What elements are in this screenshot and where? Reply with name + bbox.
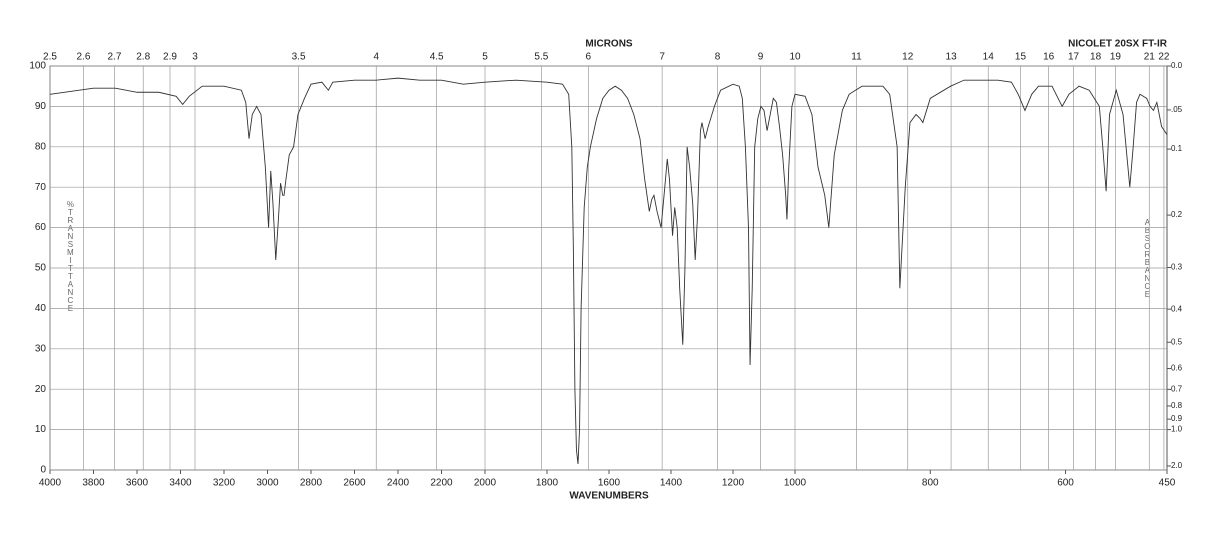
top-tick-label: 3: [192, 52, 198, 63]
x-tick-label: 3400: [169, 478, 192, 489]
y-tick-label: 10: [35, 424, 47, 435]
top-tick-label: 16: [1043, 52, 1055, 63]
y2-tick-label: 0.0: [1171, 61, 1183, 70]
top-tick-label: 18: [1090, 52, 1102, 63]
x-tick-label: 800: [922, 478, 939, 489]
x-axis-title: WAVENUMBERS: [569, 491, 649, 502]
y2-tick-label: 0.2: [1171, 210, 1183, 219]
x-tick-label: 3600: [126, 478, 149, 489]
y2-tick-label: 0.3: [1171, 263, 1183, 272]
top-tick-label: 9: [758, 52, 764, 63]
y-tick-label: 70: [35, 182, 47, 193]
top-tick-label: 10: [789, 52, 801, 63]
top-tick-label: 5.5: [534, 52, 548, 63]
top-tick-label: 4: [373, 52, 379, 63]
top-tick-label: 7: [659, 52, 665, 63]
x-tick-label: 1600: [598, 478, 621, 489]
top-tick-label: 17: [1068, 52, 1080, 63]
y-tick-label: 0: [40, 465, 46, 476]
chart-title: NICOLET 20SX FT-IR: [1068, 39, 1168, 50]
top-tick-label: 13: [946, 52, 958, 63]
y2-tick-label: 0.9: [1171, 414, 1183, 423]
top-tick-label: 4.5: [430, 52, 444, 63]
top-tick-label: 19: [1110, 52, 1122, 63]
y2-tick-label: .05: [1171, 105, 1183, 114]
x-tick-label: 3800: [82, 478, 105, 489]
top-tick-label: 2.5: [43, 52, 57, 63]
top-tick-label: 12: [902, 52, 914, 63]
x-tick-label: 2000: [474, 478, 497, 489]
y2-tick-label: 1.0: [1171, 425, 1183, 434]
x-tick-label: 2400: [387, 478, 410, 489]
spectrum-line: [49, 77, 1168, 464]
x-tick-label: 1800: [536, 478, 559, 489]
x-tick-label: 2200: [430, 478, 453, 489]
x-tick-label: 450: [1159, 478, 1176, 489]
x-tick-label: 1000: [784, 478, 807, 489]
top-tick-label: 8: [715, 52, 721, 63]
top-tick-label: 2.7: [107, 52, 121, 63]
x-tick-label: 4000: [39, 478, 62, 489]
y2-axis-title: ABSORBANCE: [1143, 218, 1152, 298]
top-tick-label: 6: [586, 52, 592, 63]
top-tick-label: 15: [1015, 52, 1027, 63]
y-tick-label: 40: [35, 303, 47, 314]
top-tick-label: 2.8: [136, 52, 150, 63]
y2-tick-label: 0.1: [1171, 144, 1183, 153]
y2-tick-label: 0.6: [1171, 364, 1183, 373]
top-tick-label: 2.9: [163, 52, 177, 63]
y2-tick-label: 0.4: [1171, 304, 1183, 313]
x-tick-label: 3000: [256, 478, 279, 489]
top-tick-label: 14: [983, 52, 995, 63]
y-axis-title: %TRANSMITTANCE: [66, 200, 75, 312]
top-tick-label: 2.6: [77, 52, 91, 63]
x-tick-label: 2600: [343, 478, 366, 489]
y-tick-label: 90: [35, 101, 47, 112]
y-tick-label: 50: [35, 263, 47, 274]
y2-tick-label: 0.7: [1171, 385, 1183, 394]
y-tick-label: 100: [29, 61, 46, 72]
top-axis-title: MICRONS: [585, 39, 633, 50]
x-tick-label: 1200: [722, 478, 745, 489]
y-tick-label: 60: [35, 222, 47, 233]
y-tick-label: 80: [35, 141, 47, 152]
top-tick-label: 11: [851, 52, 862, 63]
y2-tick-label: 0.5: [1171, 337, 1183, 346]
y2-tick-label: 2.0: [1171, 461, 1183, 470]
y2-tick-label: 0.8: [1171, 401, 1183, 410]
y-tick-label: 30: [35, 343, 47, 354]
top-tick-label: 3.5: [292, 52, 306, 63]
top-tick-label: 22: [1158, 52, 1170, 63]
x-tick-label: 2800: [300, 478, 323, 489]
x-tick-label: 600: [1057, 478, 1074, 489]
top-tick-label: 5: [482, 52, 488, 63]
top-tick-label: 21: [1144, 52, 1156, 63]
x-tick-label: 3200: [213, 478, 236, 489]
y-tick-label: 20: [35, 384, 47, 395]
x-tick-label: 1400: [660, 478, 683, 489]
